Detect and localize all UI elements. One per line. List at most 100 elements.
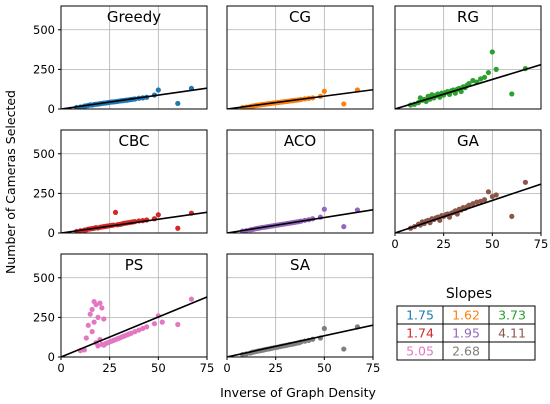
- scatter-points: [77, 296, 195, 354]
- data-point: [509, 91, 515, 97]
- slope-value: 1.95: [452, 326, 480, 341]
- panel-frame: [60, 129, 208, 234]
- x-tick-label: 0: [391, 237, 398, 251]
- x-axis-label: Inverse of Graph Density: [220, 385, 376, 400]
- data-point: [321, 88, 327, 94]
- data-point: [489, 193, 495, 200]
- data-point: [522, 179, 529, 185]
- data-point: [478, 76, 484, 82]
- data-point: [85, 322, 91, 328]
- data-point: [93, 302, 99, 308]
- data-point: [97, 300, 103, 306]
- fit-line: [227, 324, 373, 357]
- panel-title: SA: [290, 256, 311, 274]
- data-point: [101, 316, 107, 322]
- slope-value: 4.11: [498, 326, 526, 341]
- y-tick-label: 250: [33, 186, 55, 200]
- x-tick-label: 75: [366, 361, 381, 375]
- panel-title: CBC: [119, 132, 150, 150]
- data-point: [509, 213, 515, 219]
- fit-line: [227, 209, 373, 233]
- panel-sa: SA 0 25 50 75: [223, 253, 381, 375]
- fit-line: [61, 87, 207, 109]
- x-tick-label: 50: [485, 237, 500, 251]
- data-point: [91, 319, 97, 325]
- panel-cbc: CBC 0 250 500: [33, 129, 208, 240]
- panel-frame: [60, 253, 208, 358]
- data-point: [493, 66, 499, 72]
- y-tick-label: 500: [33, 23, 55, 37]
- data-point: [470, 201, 476, 207]
- panel-title: Greedy: [107, 8, 161, 26]
- data-point: [136, 327, 142, 333]
- data-point: [341, 346, 347, 352]
- data-point: [95, 314, 101, 320]
- data-point: [341, 224, 347, 230]
- slope-value: 1.75: [406, 308, 434, 323]
- fit-line: [61, 211, 207, 233]
- data-point: [485, 69, 492, 76]
- data-point: [341, 101, 347, 107]
- y-tick-label: 0: [48, 226, 55, 240]
- data-point: [175, 100, 181, 107]
- data-point: [99, 305, 105, 311]
- y-tick-label: 500: [33, 147, 55, 161]
- panel-frame: [226, 129, 374, 234]
- y-tick-label: 0: [48, 350, 55, 364]
- data-point: [481, 197, 488, 203]
- data-point: [466, 202, 472, 208]
- y-axis-label: Number of Cameras Selected: [3, 90, 18, 274]
- panel-frame: [226, 253, 374, 358]
- data-point: [458, 88, 464, 95]
- data-point: [144, 324, 150, 330]
- data-point: [112, 209, 119, 215]
- x-tick-label: 25: [268, 361, 283, 375]
- y-tick-label: 500: [33, 271, 55, 285]
- data-point: [132, 329, 138, 335]
- panel-title: PS: [125, 256, 144, 274]
- data-point: [474, 199, 480, 205]
- data-point: [489, 49, 495, 55]
- panel-cg: CG: [226, 5, 374, 110]
- data-point: [89, 329, 95, 335]
- x-tick-label: 0: [223, 361, 230, 375]
- panel-frame: [394, 129, 542, 234]
- data-point: [175, 225, 181, 231]
- x-tick-label: 25: [436, 237, 451, 251]
- data-point: [493, 192, 499, 198]
- fit-line: [395, 63, 541, 109]
- panel-frame: [394, 5, 542, 110]
- data-point: [151, 321, 158, 327]
- data-point: [321, 325, 327, 332]
- panel-title: CG: [289, 8, 311, 26]
- data-point: [140, 325, 146, 332]
- x-tick-label: 0: [57, 361, 64, 375]
- data-point: [188, 296, 195, 302]
- slopes-legend: Slopes 1.75 1.62 3.73 1.74 1.95 4.11 5.05 2.68: [396, 286, 536, 361]
- x-tick-label: 75: [534, 237, 549, 251]
- panel-title: GA: [457, 132, 480, 150]
- data-point: [159, 319, 165, 325]
- data-point: [478, 198, 484, 204]
- data-point: [155, 87, 161, 93]
- x-tick-label: 50: [151, 361, 166, 375]
- panel-greedy: Greedy 0 250 500: [33, 5, 208, 116]
- data-point: [466, 81, 472, 87]
- y-tick-label: 250: [33, 62, 55, 76]
- x-tick-label: 50: [317, 361, 332, 375]
- scatter-points: [239, 206, 361, 233]
- panel-ps: PS 0 250 500 0 25 50 75: [33, 253, 215, 375]
- slopes-title: Slopes: [446, 286, 492, 302]
- x-tick-label: 75: [200, 361, 215, 375]
- panel-frame: [60, 5, 208, 110]
- data-point: [321, 206, 327, 212]
- panel-ga: GA 0 25 50 75: [391, 129, 549, 251]
- slope-value: 1.62: [452, 308, 480, 323]
- panel-rg: RG: [394, 5, 542, 110]
- x-tick-label: 25: [102, 361, 117, 375]
- data-point: [95, 343, 101, 349]
- panel-title: ACO: [284, 132, 316, 150]
- panel-aco: ACO: [226, 129, 374, 234]
